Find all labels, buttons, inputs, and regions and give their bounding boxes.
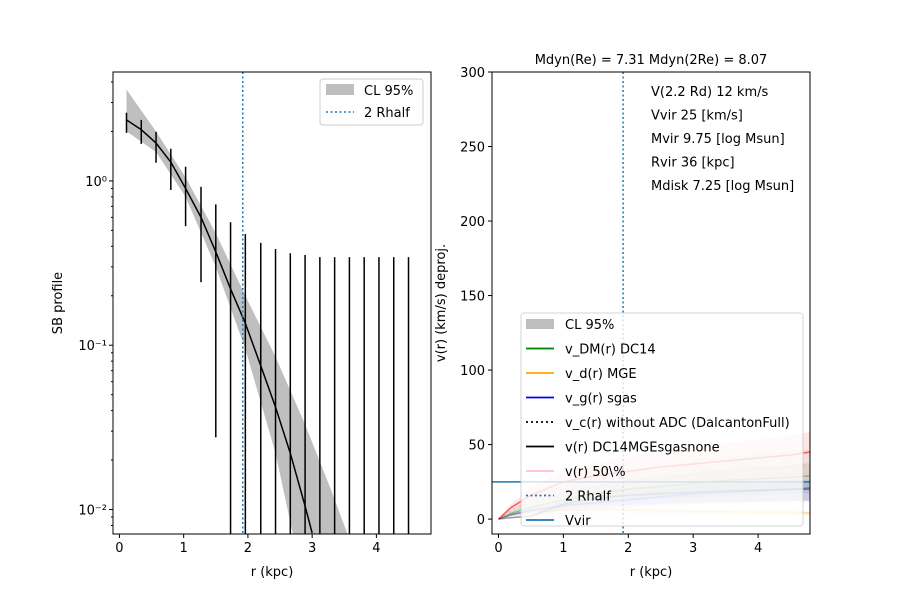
legend-label: Vvir — [565, 514, 591, 529]
legend-swatch — [526, 319, 554, 329]
legend-label: v_DM(r) DC14 — [565, 343, 656, 358]
legend-label: v_d(r) MGE — [565, 367, 637, 382]
x-tick-label: 2 — [244, 541, 252, 556]
y-axis-label: v(r) (km/s) deproj. — [434, 244, 449, 362]
legend-label: CL 95% — [364, 84, 413, 99]
legend-label: v(r) DC14MGEsgasnone — [565, 441, 720, 456]
legend-label: v(r) 50\% — [565, 465, 626, 480]
x-tick-label: 0 — [115, 541, 123, 556]
y-tick-label: 250 — [460, 141, 485, 156]
y-tick-label: 200 — [460, 215, 485, 230]
x-axis-label: r (kpc) — [251, 565, 294, 580]
x-tick-label: 4 — [754, 541, 762, 556]
legend-label: v_c(r) without ADC (DalcantonFull) — [565, 416, 790, 431]
legend-label: CL 95% — [565, 318, 614, 333]
legend-swatch-cl95 — [326, 84, 354, 95]
x-tick-label: 1 — [559, 541, 567, 556]
left-plot-area — [125, 72, 410, 534]
legend-label: 2 Rhalf — [364, 106, 410, 121]
x-tick-label: 1 — [180, 541, 188, 556]
y-tick-label: 10⁻² — [78, 504, 107, 519]
x-tick-label: 3 — [308, 541, 316, 556]
x-tick-label: 0 — [494, 541, 502, 556]
left-axes-frame — [112, 71, 432, 535]
annotation: Vvir 25 [km/s] — [651, 109, 743, 124]
legend-label: 2 Rhalf — [565, 490, 611, 505]
y-tick-label: 10⁰ — [85, 175, 107, 190]
cl95-band — [126, 89, 348, 534]
y-tick-label: 0 — [477, 513, 485, 528]
x-axis-label: r (kpc) — [630, 565, 673, 580]
y-tick-label: 50 — [468, 439, 485, 454]
y-tick-label: 150 — [460, 290, 485, 305]
right-title: Mdyn(Re) = 7.31 Mdyn(2Re) = 8.07 — [535, 53, 768, 68]
annotation: V(2.2 Rd) 12 km/s — [651, 85, 769, 100]
y-axis-label: SB profile — [51, 272, 66, 334]
right-axes-frame — [491, 71, 811, 535]
annotation: Mvir 9.75 [log Msun] — [651, 132, 785, 147]
model-line — [126, 119, 313, 534]
y-tick-label: 300 — [460, 66, 485, 81]
y-tick-label: 100 — [460, 364, 485, 379]
right-legend — [520, 312, 804, 527]
x-tick-label: 2 — [624, 541, 632, 556]
x-tick-label: 3 — [689, 541, 697, 556]
annotation: Mdisk 7.25 [log Msun] — [651, 179, 794, 194]
legend-label: v_g(r) sgas — [565, 392, 637, 407]
annotation: Rvir 36 [kpc] — [651, 156, 735, 171]
x-tick-label: 4 — [372, 541, 380, 556]
y-tick-label: 10⁻¹ — [78, 339, 107, 354]
